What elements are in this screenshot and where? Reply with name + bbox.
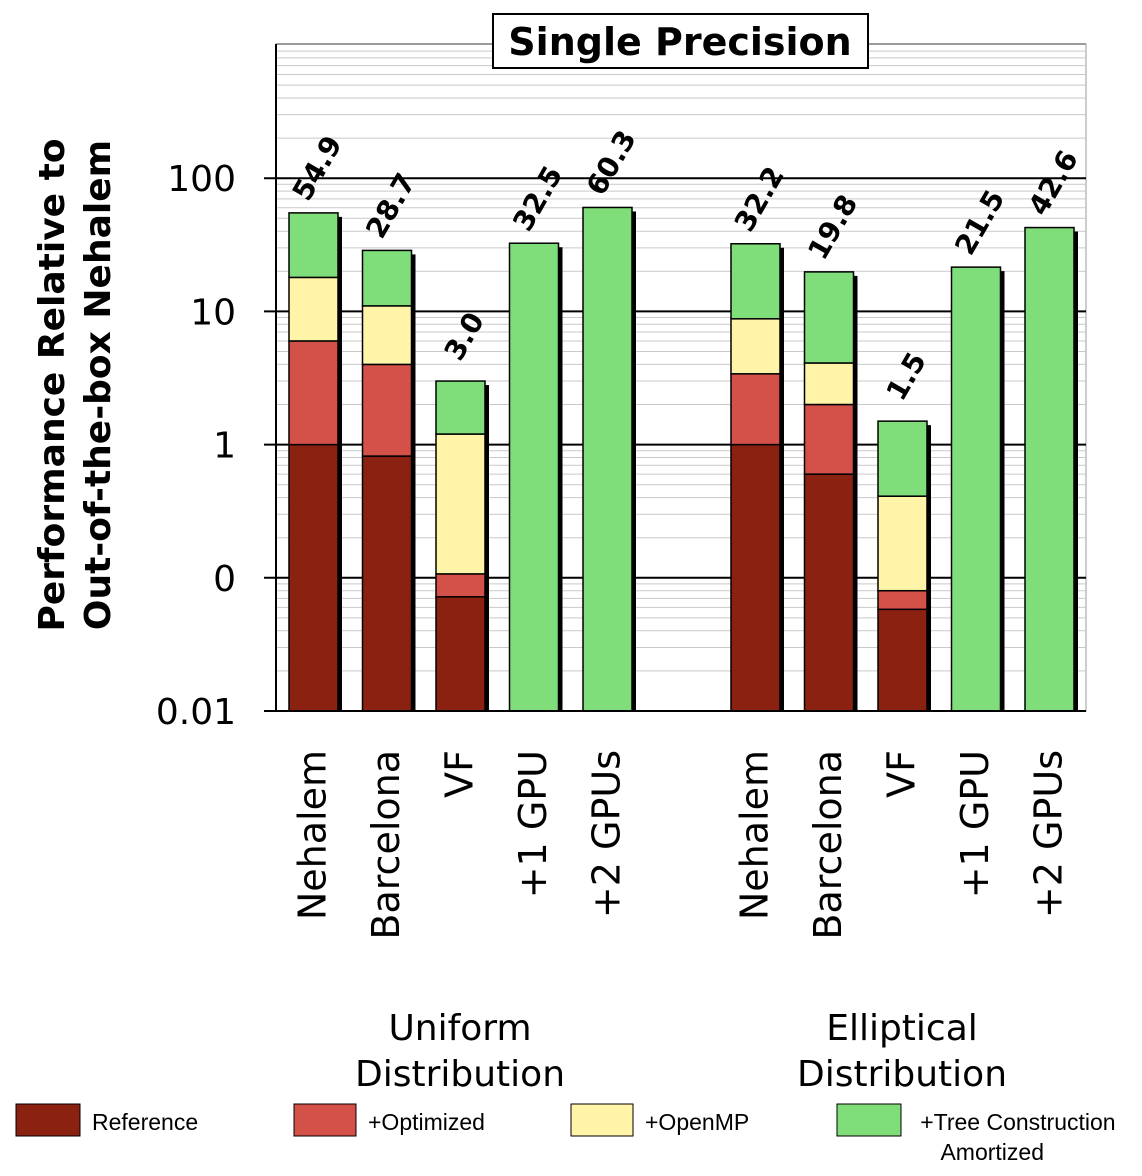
- bar-segment: [361, 455, 413, 712]
- bar-segment: [435, 433, 486, 575]
- legend-swatch-reference: [15, 1103, 81, 1137]
- category-label: +1 GPU: [511, 750, 555, 898]
- category-label: +2 GPUs: [585, 750, 629, 918]
- bar-segment: [803, 362, 855, 406]
- bar-segment: [730, 373, 781, 446]
- bar-segment: [803, 271, 855, 364]
- category-label: Nehalem: [733, 750, 777, 920]
- bar-segment: [435, 380, 486, 435]
- bar-segment: [803, 403, 855, 475]
- chart-title: Single Precision: [508, 20, 851, 64]
- group-label-elliptical-line2: Distribution: [797, 1054, 1007, 1095]
- category-label: Barcelona: [364, 750, 408, 940]
- category-label: +1 GPU: [953, 750, 997, 898]
- bar-segment: [582, 206, 633, 712]
- bar-segment: [288, 443, 339, 712]
- bar-segment: [877, 608, 928, 712]
- legend-swatch-openmp: [570, 1103, 634, 1137]
- bars: [288, 206, 1078, 712]
- title-box: [492, 13, 869, 69]
- y-tick-label: 0.01: [156, 692, 236, 733]
- legend-swatch-tree-construction: [836, 1103, 902, 1137]
- category-label: VF: [880, 750, 924, 798]
- y-tick-label: 100: [167, 159, 236, 200]
- y-tick-label: 1: [213, 426, 236, 467]
- axes: [264, 44, 1086, 712]
- group-label-uniform-line1: Uniform: [388, 1008, 531, 1049]
- y-axis-title-line1: Performance Relative to: [32, 138, 73, 631]
- legend-label-optimized: +Optimized: [368, 1109, 485, 1135]
- bar-segment: [288, 340, 339, 446]
- bar-segment: [361, 363, 413, 457]
- y-axis-title: Performance Relative to Out-of-the-box N…: [32, 138, 119, 631]
- category-label: Barcelona: [806, 750, 850, 940]
- legend-label-openmp: +OpenMP: [645, 1109, 749, 1135]
- category-label: +2 GPUs: [1027, 750, 1071, 918]
- bar-segment: [730, 243, 781, 320]
- bar-segment: [361, 305, 413, 366]
- y-tick-label: 10: [190, 292, 236, 333]
- bar-segment: [435, 596, 486, 712]
- legend: Reference +Optimized +OpenMP +Tree Const…: [15, 1103, 1122, 1165]
- y-axis-title-line2: Out-of-the-box Nehalem: [78, 140, 119, 630]
- group-label-uniform-line2: Distribution: [355, 1054, 565, 1095]
- bar-segment: [288, 276, 339, 342]
- bar-segment: [877, 589, 928, 611]
- category-label: VF: [438, 750, 482, 798]
- legend-label-tree-line1: +Tree Construction: [920, 1109, 1115, 1135]
- bar-segment: [361, 249, 413, 307]
- bar-segment: [435, 573, 486, 598]
- legend-label-tree-construction: +Tree Construction Amortized: [920, 1109, 1122, 1165]
- bar-segment: [877, 495, 928, 592]
- group-label-elliptical-line1: Elliptical: [826, 1008, 978, 1049]
- bar-segment: [1024, 226, 1075, 712]
- legend-swatch-optimized: [293, 1103, 357, 1137]
- bar-segment: [803, 473, 855, 712]
- y-tick-label: 0: [213, 559, 236, 600]
- category-label: Nehalem: [291, 750, 335, 920]
- bar-segment: [288, 212, 339, 279]
- bar-segment: [730, 318, 781, 375]
- legend-label-tree-line2: Amortized: [940, 1139, 1044, 1165]
- bar-segment: [950, 266, 1002, 712]
- bar-segment: [508, 242, 560, 712]
- legend-label-reference: Reference: [92, 1109, 198, 1135]
- bar-segment: [730, 443, 781, 712]
- bar-segment: [877, 420, 928, 497]
